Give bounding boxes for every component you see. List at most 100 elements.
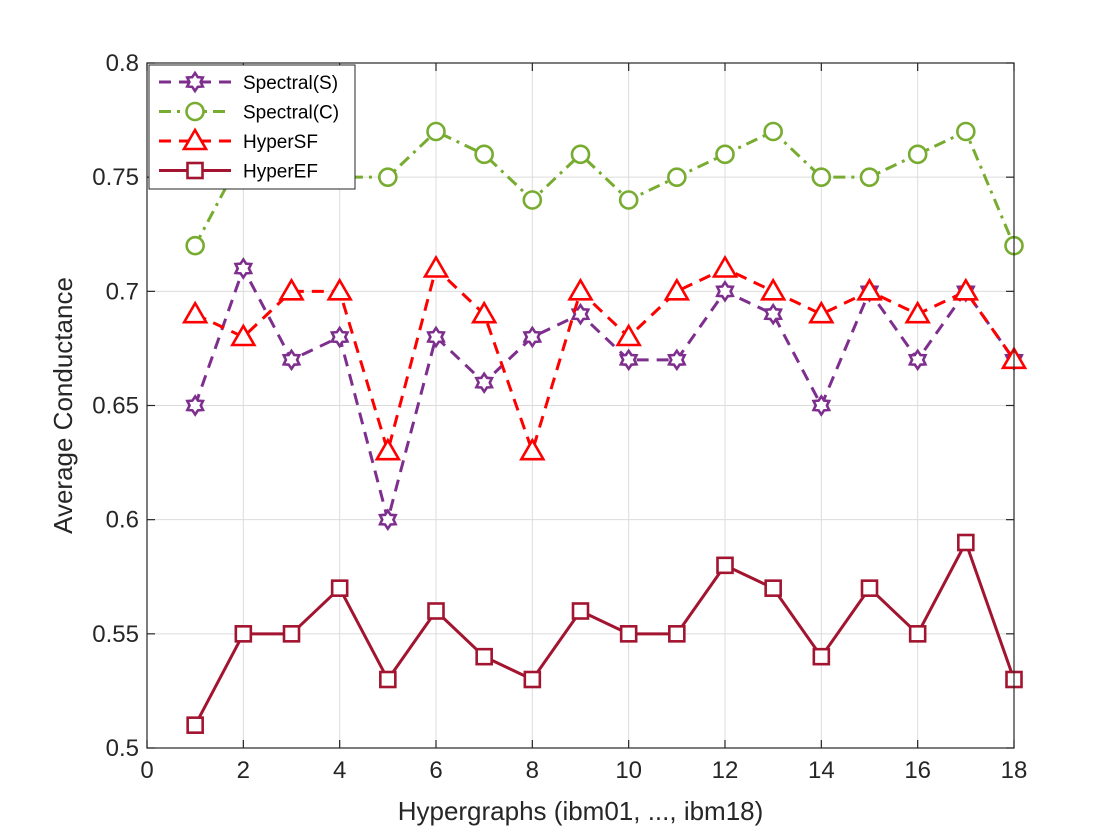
y-tick-label: 0.8 — [106, 50, 139, 77]
data-point — [716, 556, 734, 575]
data-point — [715, 144, 735, 165]
data-point — [234, 625, 253, 643]
data-point — [474, 371, 494, 395]
y-tick-label: 0.65 — [92, 393, 139, 420]
y-tick-label: 0.5 — [106, 735, 139, 762]
data-point — [856, 277, 883, 301]
series-line — [194, 267, 1016, 453]
legend-label: HyperSF — [243, 132, 318, 153]
data-point — [519, 437, 546, 461]
data-point — [763, 121, 783, 142]
legend: Spectral(S) Spectral(C) HyperSF HyperEF — [148, 64, 356, 190]
data-point — [329, 325, 350, 349]
data-point — [764, 579, 782, 597]
data-point — [278, 277, 305, 301]
data-point — [715, 279, 735, 303]
data-point — [230, 323, 257, 347]
data-point — [282, 625, 301, 643]
data-point — [859, 167, 880, 187]
data-point — [615, 323, 642, 347]
data-point — [711, 254, 739, 278]
legend-box — [148, 64, 356, 190]
data-point — [956, 121, 976, 142]
data-point — [427, 602, 445, 620]
data-point — [667, 167, 687, 187]
y-tick-label: 0.7 — [106, 278, 139, 305]
series-hypersf — [181, 254, 1028, 461]
data-point — [907, 144, 928, 165]
series-spectral-s — [185, 257, 1024, 532]
x-axis-title: Hypergraphs (ibm01, ..., ibm18) — [398, 796, 764, 826]
data-point — [907, 348, 928, 372]
data-point — [523, 670, 542, 689]
data-point — [808, 300, 835, 324]
data-point — [811, 394, 832, 417]
data-point — [908, 625, 927, 643]
x-tick-label: 12 — [712, 757, 739, 784]
data-point — [570, 144, 591, 165]
data-point — [426, 325, 446, 349]
data-point — [185, 394, 205, 417]
x-tick-label: 10 — [615, 757, 642, 784]
data-point — [570, 302, 591, 326]
data-point — [474, 144, 494, 165]
data-point — [522, 190, 543, 210]
x-tick-label: 4 — [333, 757, 346, 784]
legend-label: HyperEF — [243, 162, 318, 183]
data-point — [233, 257, 254, 280]
data-point — [952, 277, 980, 301]
y-tick-label: 0.6 — [106, 507, 139, 534]
data-point — [619, 625, 638, 643]
x-tick-label: 16 — [904, 757, 931, 784]
data-point — [475, 647, 493, 666]
axis-ticks: 0 2 4 6 8 10 12 14 16 18 0.5 0.55 0.6 0.65 0.7 0.75 0.8 — [92, 50, 1027, 784]
data-point — [957, 533, 975, 552]
data-point — [667, 348, 687, 372]
series-hyperef — [186, 533, 1023, 734]
series-line — [193, 267, 1016, 522]
x-tick-label: 6 — [429, 757, 442, 784]
data-point — [618, 190, 639, 210]
data-point — [470, 300, 498, 324]
data-point — [571, 602, 590, 620]
data-point — [378, 508, 398, 532]
data-point — [618, 348, 639, 372]
data-point — [185, 235, 205, 256]
y-tick-label: 0.55 — [92, 621, 139, 648]
series-layer — [181, 121, 1028, 734]
data-point — [426, 121, 446, 142]
data-point — [904, 300, 931, 324]
data-point — [567, 277, 594, 301]
x-tick-label: 2 — [237, 757, 250, 784]
data-point — [759, 277, 787, 301]
legend-marker — [185, 101, 205, 122]
x-tick-label: 14 — [808, 757, 835, 784]
data-point — [422, 254, 450, 278]
data-point — [812, 647, 831, 666]
data-point — [763, 302, 783, 326]
legend-marker — [186, 161, 204, 180]
x-tick-label: 0 — [140, 757, 153, 784]
legend-label: Spectral(C) — [243, 103, 339, 124]
legend-label: Spectral(S) — [243, 73, 338, 94]
data-point — [378, 167, 398, 187]
data-point — [860, 579, 879, 597]
y-axis-title: Average Conductance — [48, 277, 78, 534]
y-tick-label: 0.75 — [92, 164, 139, 191]
data-point — [522, 325, 543, 349]
data-point — [379, 670, 397, 689]
data-point — [330, 579, 349, 597]
data-point — [181, 300, 209, 324]
legend-marker — [181, 127, 209, 151]
data-point — [663, 277, 691, 301]
data-point — [281, 348, 302, 372]
data-point — [374, 437, 402, 461]
x-tick-label: 8 — [526, 757, 539, 784]
data-point — [186, 716, 204, 734]
legend-marker — [185, 70, 205, 94]
data-point — [668, 625, 686, 643]
data-point — [326, 277, 353, 301]
data-point — [811, 167, 832, 187]
x-tick-label: 18 — [1001, 757, 1028, 784]
